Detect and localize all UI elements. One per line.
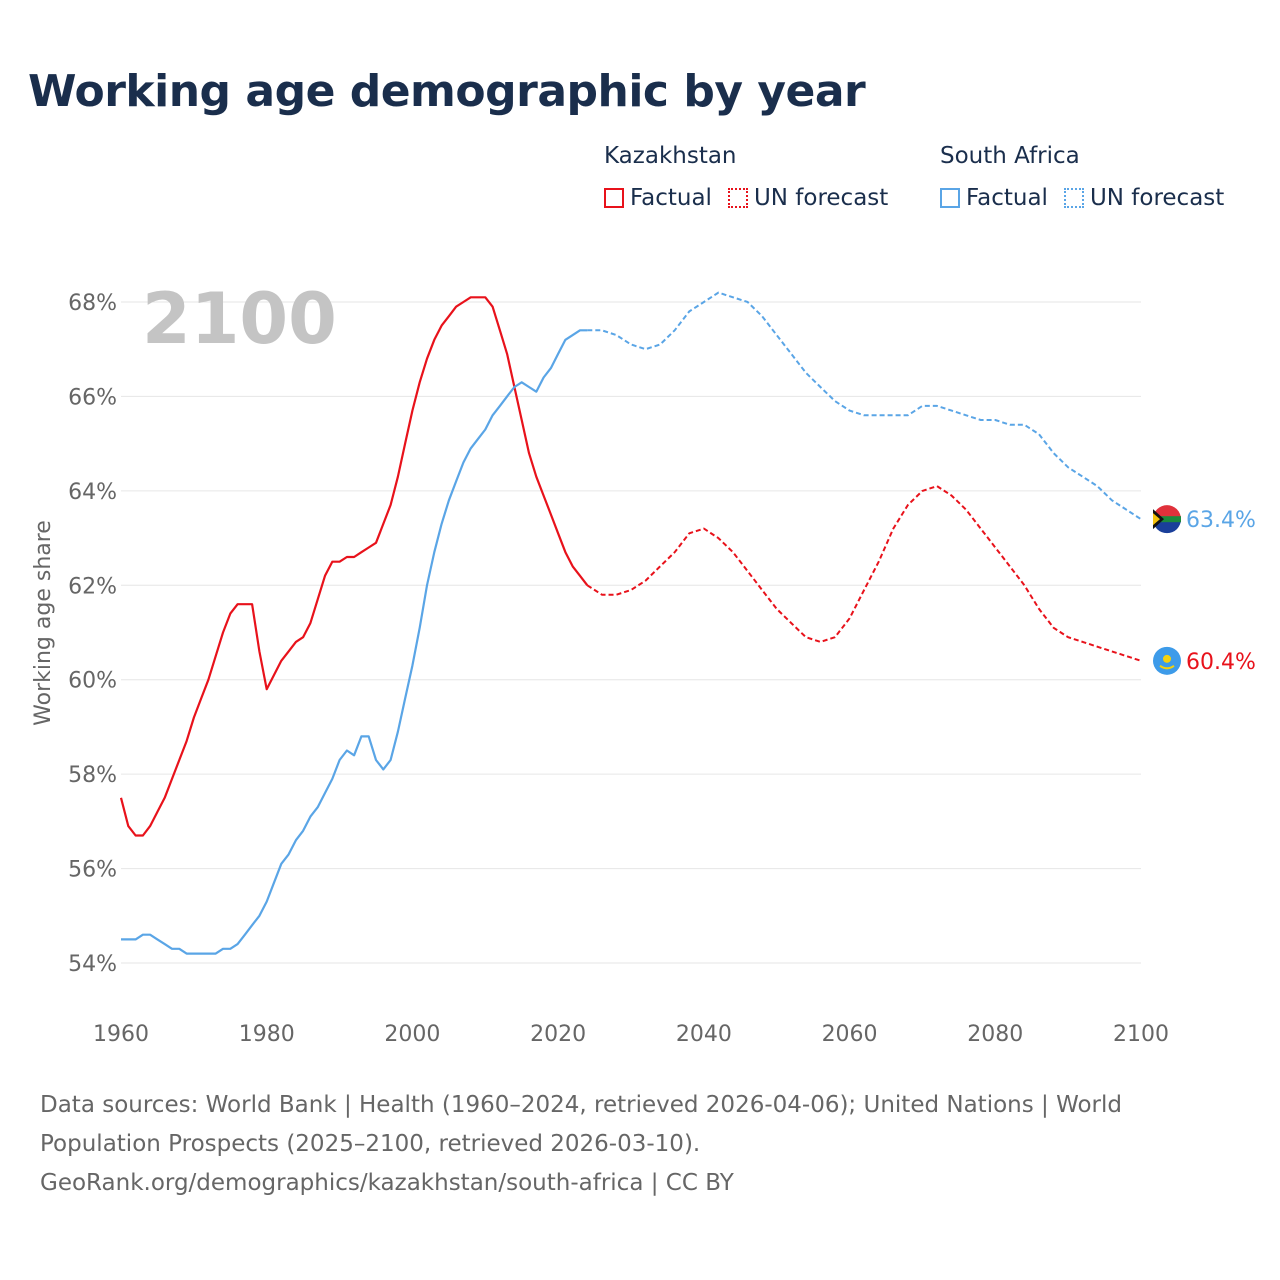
- series-line-kazakhstan-factual: [119, 296, 589, 837]
- legend-swatch-south-africa-factual: [940, 188, 960, 208]
- y-tick-label-64: 64%: [68, 480, 117, 505]
- end-value-label-kazakhstan: 60.4%: [1186, 650, 1256, 675]
- line-chart: 54% 56% 58% 60% 62% 64% 66% 68% 1960 1980 2000 2020…: [31, 278, 1256, 1047]
- footer-line-2: Population Prospects (2025–2100, retriev…: [40, 1131, 701, 1157]
- x-tick-label-2000: 2000: [384, 1022, 440, 1047]
- x-tick-label-2020: 2020: [530, 1022, 586, 1047]
- x-tick-label-2100: 2100: [1113, 1022, 1169, 1047]
- x-tick-label-1960: 1960: [93, 1022, 149, 1047]
- x-tick-label-1980: 1980: [239, 1022, 295, 1047]
- footer-line-1: Data sources: World Bank | Health (1960–…: [40, 1092, 1122, 1118]
- y-tick-label-60: 60%: [68, 669, 117, 694]
- y-tick-label-58: 58%: [68, 763, 117, 788]
- y-axis-title: Working age share: [31, 520, 56, 726]
- footer-source-note: Data sources: World Bank | Health (1960–…: [40, 1086, 1240, 1203]
- y-tick-label-66: 66%: [68, 385, 117, 410]
- legend-country-kazakhstan: Kazakhstan: [604, 143, 737, 169]
- series-line-south-africa-factual: [121, 329, 588, 955]
- year-watermark: 2100: [142, 278, 337, 360]
- legend-item-kazakhstan-forecast[interactable]: UN forecast: [727, 185, 889, 211]
- legend-swatch-kazakhstan-factual: [604, 188, 624, 208]
- y-tick-label-62: 62%: [68, 574, 117, 599]
- y-tick-label-68: 68%: [68, 291, 117, 316]
- x-tick-label-2060: 2060: [822, 1022, 878, 1047]
- legend-label-kazakhstan-factual: Factual: [630, 185, 712, 211]
- legend-label-south-africa-factual: Factual: [966, 185, 1048, 211]
- legend-group-south-africa: South Africa Factual UN forecast: [940, 143, 1230, 211]
- legend-swatch-kazakhstan-forecast: [727, 188, 748, 208]
- flag-south-africa-green: [1153, 516, 1181, 523]
- legend-label-south-africa-forecast: UN forecast: [1089, 185, 1225, 211]
- flag-south-africa-icon: [1153, 505, 1181, 534]
- series-line-south-africa-forecast: [587, 291, 1142, 521]
- legend-item-south-africa-factual[interactable]: Factual: [940, 185, 1048, 211]
- legend-group-kazakhstan: Kazakhstan Factual UN forecast: [604, 143, 894, 211]
- flag-kazakhstan-icon: [1153, 646, 1181, 675]
- flag-kazakhstan-eagle: [1159, 664, 1175, 670]
- footer-line-3: GeoRank.org/demographics/kazakhstan/sout…: [40, 1170, 734, 1196]
- legend-label-kazakhstan-forecast: UN forecast: [753, 185, 889, 211]
- x-tick-label-2080: 2080: [967, 1022, 1023, 1047]
- y-tick-label-54: 54%: [68, 952, 117, 977]
- legend-country-south-africa: South Africa: [940, 143, 1080, 169]
- y-tick-label-56: 56%: [68, 858, 117, 883]
- legend-item-south-africa-forecast[interactable]: UN forecast: [1063, 185, 1225, 211]
- flag-south-africa-gold: [1153, 513, 1160, 526]
- chart-title: Working age demographic by year: [28, 66, 866, 117]
- x-tick-label-2040: 2040: [676, 1022, 732, 1047]
- legend-item-kazakhstan-factual[interactable]: Factual: [604, 185, 712, 211]
- legend-swatch-south-africa-forecast: [1063, 188, 1084, 208]
- end-value-label-south-africa: 63.4%: [1186, 508, 1256, 533]
- series-line-kazakhstan-forecast: [586, 485, 1142, 662]
- flag-kazakhstan-sun: [1163, 654, 1171, 663]
